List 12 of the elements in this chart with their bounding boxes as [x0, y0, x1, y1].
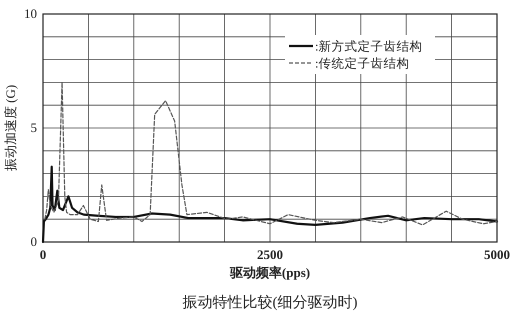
x-tick-label: 5000 [484, 247, 510, 262]
y-tick-label: 5 [30, 120, 37, 136]
x-axis-title: 驱动频率(pps) [228, 265, 310, 280]
line-series [42, 166, 498, 244]
legend-label: :新方式定子齿结构 [315, 38, 422, 54]
legend-label: :传统定子齿结构 [315, 56, 410, 70]
y-tick-label: 10 [24, 6, 37, 22]
y-axis-title: 振动加速度 (G) [3, 84, 18, 172]
line-series [44, 82, 498, 226]
y-tick-label: 0 [30, 234, 37, 250]
text: 振动特性比较(细分驱动时) [182, 294, 358, 311]
x-tick-label: 2500 [257, 247, 283, 262]
